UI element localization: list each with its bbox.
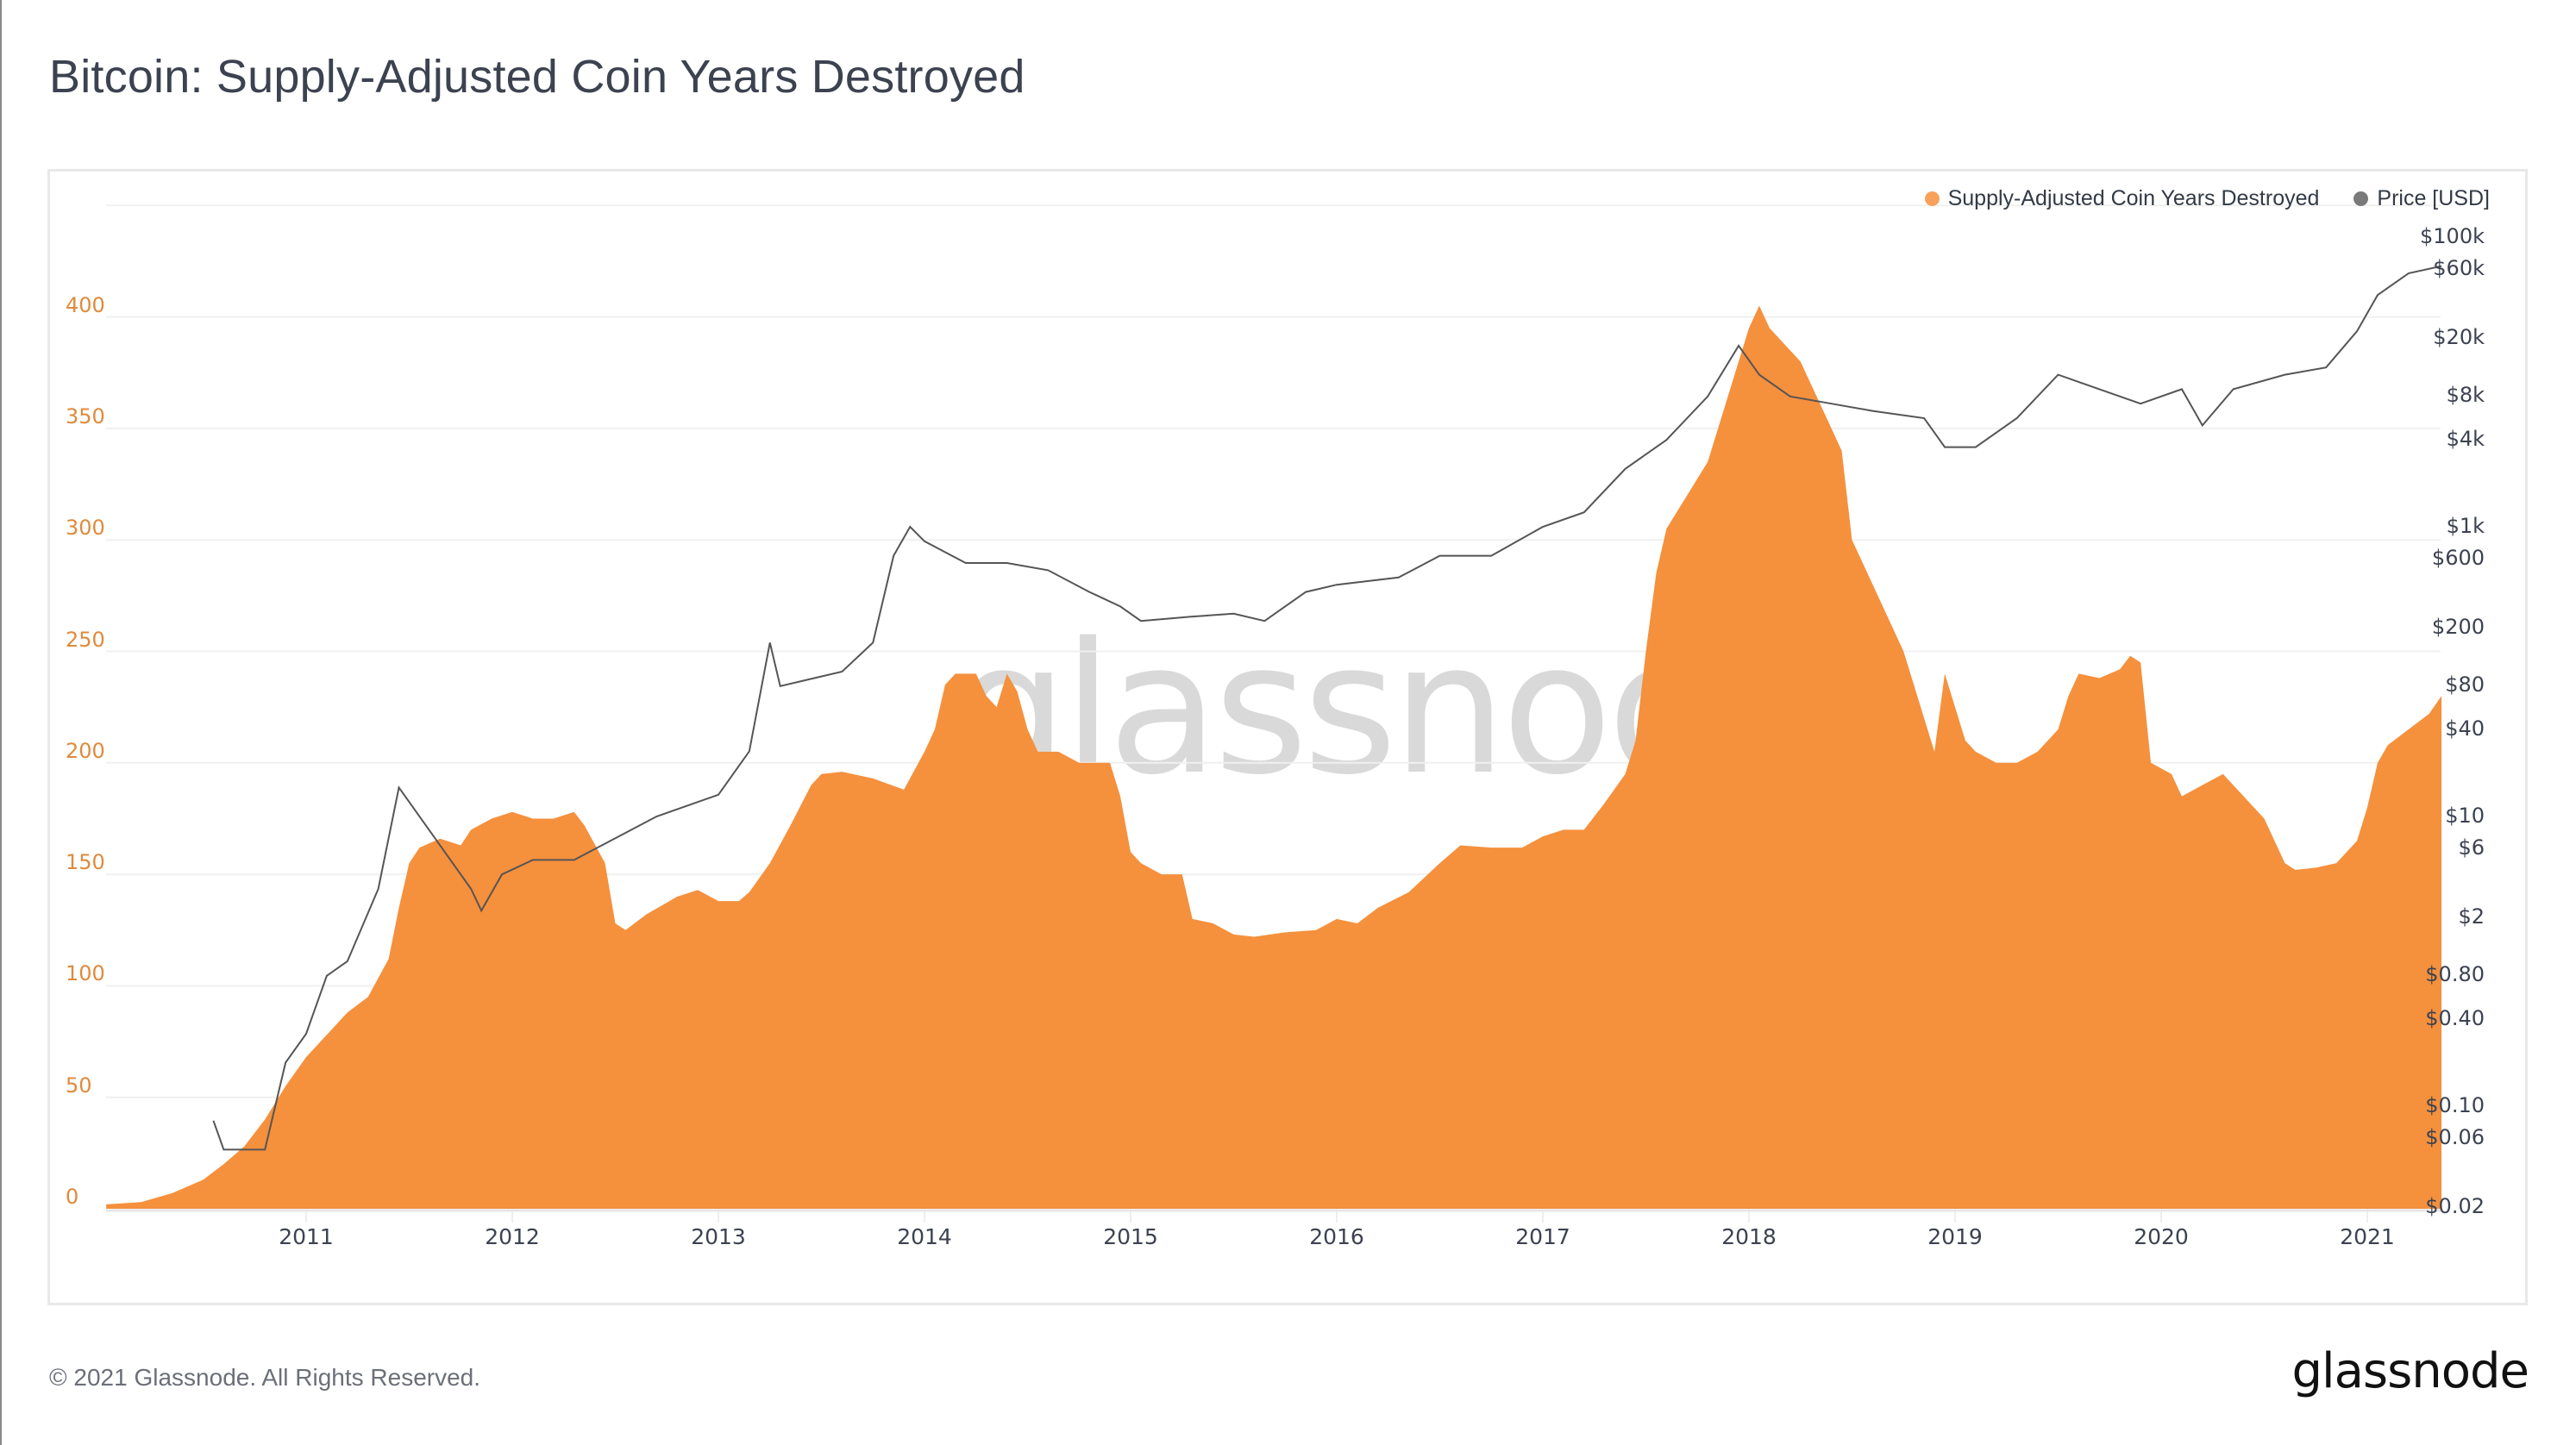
window-left-edge bbox=[0, 0, 2, 1445]
legend-label: Supply-Adjusted Coin Years Destroyed bbox=[1947, 186, 2320, 210]
x-tick: 2015 bbox=[1103, 1224, 1158, 1249]
legend-item-sacyd[interactable]: Supply-Adjusted Coin Years Destroyed bbox=[1924, 186, 2320, 211]
price-line-series bbox=[212, 265, 2442, 1151]
y-tick-right: $2 bbox=[2458, 904, 2485, 929]
y-tick-right: $4k bbox=[2446, 426, 2485, 451]
y-tick-left: 100 bbox=[66, 961, 105, 986]
copyright-notice: © 2021 Glassnode. All Rights Reserved. bbox=[49, 1364, 481, 1391]
y-tick-right: $6 bbox=[2458, 835, 2485, 860]
x-tick: 2018 bbox=[1721, 1224, 1777, 1249]
y-tick-right: $200 bbox=[2431, 615, 2485, 640]
sacyd-area-series bbox=[106, 305, 2442, 1209]
legend-item-price[interactable]: Price [USD] bbox=[2353, 186, 2490, 211]
y-tick-right: $20k bbox=[2433, 325, 2485, 350]
y-tick-right: $0.80 bbox=[2425, 962, 2485, 987]
y-tick-right: $10 bbox=[2445, 804, 2485, 828]
y-tick-left: 200 bbox=[66, 738, 105, 763]
y-tick-right: $0.02 bbox=[2425, 1194, 2485, 1219]
y-tick-left: 50 bbox=[66, 1073, 92, 1098]
x-tick: 2013 bbox=[691, 1224, 746, 1249]
x-tick: 2016 bbox=[1309, 1224, 1364, 1249]
x-tick: 2017 bbox=[1515, 1224, 1570, 1249]
y-tick-left: 400 bbox=[66, 292, 105, 317]
x-tick: 2019 bbox=[1927, 1224, 1983, 1249]
y-tick-right: $100k bbox=[2420, 224, 2485, 248]
y-tick-left: 0 bbox=[66, 1185, 79, 1209]
x-tick: 2020 bbox=[2134, 1224, 2189, 1249]
y-tick-right: $80 bbox=[2445, 672, 2485, 697]
y-tick-left: 250 bbox=[66, 627, 105, 652]
y-tick-right: $0.10 bbox=[2425, 1093, 2485, 1117]
x-tick: 2012 bbox=[485, 1224, 540, 1249]
y-tick-left: 350 bbox=[66, 403, 105, 428]
glassnode-logo[interactable]: glassnode bbox=[2291, 1343, 2529, 1399]
page-title: Bitcoin: Supply-Adjusted Coin Years Dest… bbox=[49, 51, 1025, 103]
legend-dot-icon bbox=[1924, 191, 1940, 206]
x-tick: 2021 bbox=[2340, 1224, 2395, 1249]
y-tick-left: 150 bbox=[66, 850, 105, 875]
y-tick-right: $8k bbox=[2446, 383, 2485, 408]
y-tick-left: 300 bbox=[66, 516, 105, 541]
y-tick-right: $40 bbox=[2445, 716, 2485, 741]
x-tick: 2011 bbox=[279, 1224, 334, 1249]
y-tick-right: $600 bbox=[2431, 546, 2485, 571]
chart-frame bbox=[47, 169, 2528, 1305]
legend-label: Price [USD] bbox=[2377, 186, 2490, 210]
y-tick-right: $0.06 bbox=[2425, 1125, 2485, 1150]
y-tick-right: $0.40 bbox=[2425, 1005, 2485, 1030]
y-tick-right: $60k bbox=[2433, 256, 2485, 281]
legend-dot-icon bbox=[2353, 191, 2369, 206]
y-tick-right: $1k bbox=[2446, 514, 2485, 538]
legend: Supply-Adjusted Coin Years Destroyed Pri… bbox=[1924, 186, 2490, 211]
x-tick: 2014 bbox=[897, 1224, 952, 1249]
